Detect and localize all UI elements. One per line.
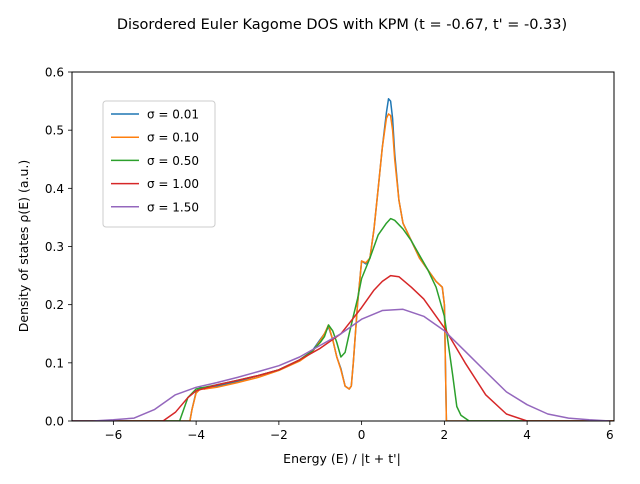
legend: σ = 0.01 σ = 0.10 σ = 0.50 σ = 1.00 σ = 1.50 — [102, 100, 216, 228]
x-tick-label: −4 — [187, 428, 205, 442]
x-tick-label: 4 — [523, 428, 531, 442]
axis-ticks: −6 −4 −2 0 2 4 6 0.0 0.1 0.2 0.3 0.4 0.5 0.6 — [45, 66, 614, 443]
y-tick-label: 0.5 — [45, 124, 64, 138]
legend-label: σ = 0.50 — [147, 154, 199, 168]
x-tick-label: 2 — [441, 428, 449, 442]
x-tick-label: 0 — [358, 428, 366, 442]
x-axis-label: Energy (E) / |t + t'| — [283, 451, 401, 466]
chart-title: Disordered Euler Kagome DOS with KPM (t … — [117, 17, 567, 33]
series-lines — [72, 98, 614, 421]
y-tick-label: 0.4 — [45, 182, 64, 196]
legend-box — [102, 100, 216, 228]
x-tick-label: −2 — [270, 428, 288, 442]
legend-label: σ = 1.00 — [147, 177, 199, 191]
series-line — [72, 274, 614, 421]
x-tick-label: −6 — [105, 428, 123, 442]
legend-label: σ = 0.01 — [147, 108, 199, 122]
y-tick-label: 0.0 — [45, 415, 64, 429]
legend-label: σ = 0.10 — [147, 131, 199, 145]
x-tick-label: 6 — [606, 428, 614, 442]
y-tick-label: 0.1 — [45, 356, 64, 370]
legend-label: σ = 1.50 — [147, 200, 199, 214]
plot-area-frame — [71, 71, 615, 422]
y-tick-label: 0.6 — [45, 66, 64, 80]
y-axis-label: Density of states ρ(E) (a.u.) — [16, 160, 31, 333]
y-tick-label: 0.2 — [45, 298, 64, 312]
series-line — [72, 308, 610, 421]
y-tick-label: 0.3 — [45, 240, 64, 254]
